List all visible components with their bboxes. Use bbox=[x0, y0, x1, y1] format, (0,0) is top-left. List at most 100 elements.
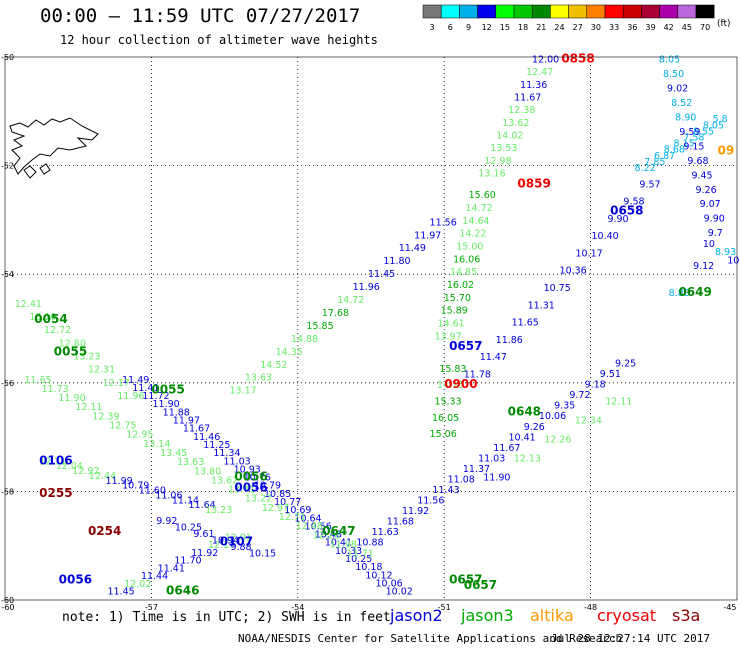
wave-height-value: 10.25 bbox=[345, 554, 372, 565]
wave-height-value: 11.90 bbox=[483, 473, 510, 484]
wave-height-value: 8.68 bbox=[664, 145, 685, 156]
wave-height-value: 12.34 bbox=[575, 416, 602, 427]
scale-label: 15 bbox=[500, 23, 510, 32]
wave-height-value: 9.59 bbox=[679, 127, 700, 138]
wave-height-value: 14.72 bbox=[337, 295, 364, 306]
pass-time-label: 0649 bbox=[678, 285, 711, 299]
y-tick-label: -54 bbox=[1, 270, 14, 279]
coastline-islands bbox=[9, 117, 99, 179]
footer-note: note: 1) Time is in UTC; 2) SWH is in fe… bbox=[62, 610, 391, 625]
wave-height-value: 12.71 bbox=[279, 512, 306, 523]
wave-height-value: 11.64 bbox=[188, 500, 215, 511]
wave-height-value: 13.97 bbox=[434, 331, 461, 342]
wave-height-value: 10.41 bbox=[509, 432, 536, 443]
wave-height-value: 13.23 bbox=[205, 505, 232, 516]
wave-height-value: 9.12 bbox=[693, 261, 714, 272]
wave-height-value: 10.64 bbox=[294, 513, 321, 524]
wave-height-value: 11.67 bbox=[514, 92, 541, 103]
scale-swatch bbox=[659, 4, 679, 19]
wave-height-value: 10.17 bbox=[576, 248, 603, 259]
wave-height-value: 11.65 bbox=[512, 318, 539, 329]
wave-height-value: 9.07 bbox=[700, 199, 721, 210]
wave-height-value: 16.06 bbox=[453, 254, 480, 265]
y-tick-label: -50 bbox=[1, 53, 14, 62]
wave-height-value: 11.49 bbox=[399, 243, 426, 254]
wave-height-value: 11.70 bbox=[174, 556, 201, 567]
footer-credit: NOAA/NESDIS Center for Satellite Applica… bbox=[238, 632, 623, 645]
scale-swatch bbox=[622, 4, 642, 19]
wave-height-value: 12.92 bbox=[72, 466, 99, 477]
wave-height-value: 13.63 bbox=[245, 373, 272, 384]
wave-height-value: 11.60 bbox=[139, 486, 166, 497]
wave-height-value: 15.06 bbox=[430, 429, 457, 440]
pass-time-label: 0254 bbox=[88, 524, 121, 538]
wave-height-value: 9.26 bbox=[524, 422, 545, 433]
wave-height-value: 9.92 bbox=[156, 516, 177, 527]
wave-height-value: 12.26 bbox=[313, 530, 340, 541]
wave-height-value: 11.86 bbox=[496, 335, 523, 346]
pass-time-label: 0647 bbox=[322, 524, 355, 538]
wave-height-value: 9.61 bbox=[193, 529, 214, 540]
wave-height-value: 11.56 bbox=[417, 496, 444, 507]
wave-height-value: 9.02 bbox=[667, 83, 688, 94]
wave-height-value: 12.72 bbox=[44, 325, 71, 336]
chart-subtitle: 12 hour collection of altimeter wave hei… bbox=[60, 33, 378, 47]
wave-height-value: 12.98 bbox=[484, 156, 511, 167]
wave-height-value: 10 bbox=[703, 239, 715, 250]
wave-height-value: 12.41 bbox=[15, 299, 42, 310]
wave-height-value: 15.33 bbox=[434, 397, 461, 408]
wave-height-value: 11.08 bbox=[448, 474, 475, 485]
wave-height-value: 11.96 bbox=[117, 391, 144, 402]
scale-swatch bbox=[495, 4, 515, 19]
wave-height-value: 12.97 bbox=[262, 503, 289, 514]
scale-label: 33 bbox=[609, 23, 619, 32]
wave-height-value: 10.77 bbox=[274, 497, 301, 508]
wave-height-value: 8.22 bbox=[635, 163, 656, 174]
scale-unit-label: (ft) bbox=[717, 19, 731, 29]
legend-s3a: s3a bbox=[672, 606, 701, 625]
wave-height-value: 10.06 bbox=[539, 411, 566, 422]
wave-height-value: 11.88 bbox=[163, 407, 190, 418]
scale-label: 9 bbox=[466, 23, 471, 32]
wave-height-value: 14.02 bbox=[496, 130, 523, 141]
wave-height-value: 12.39 bbox=[92, 411, 119, 422]
wave-height-value: 9.25 bbox=[615, 359, 636, 370]
wave-height-value: 13.10 bbox=[29, 312, 56, 323]
scale-label: 27 bbox=[573, 23, 583, 32]
wave-height-value: 13.22 bbox=[245, 494, 272, 505]
wave-height-value: 13.17 bbox=[229, 386, 256, 397]
scale-label: 70 bbox=[700, 23, 710, 32]
wave-height-value: 12.80 bbox=[59, 338, 86, 349]
wave-height-value: 10.41 bbox=[325, 538, 352, 549]
wave-height-value: 11.90 bbox=[58, 393, 85, 404]
wave-height-value: 11.43 bbox=[432, 485, 459, 496]
wave-height-value: 8.88 bbox=[669, 288, 690, 299]
pass-time-label: 0657 bbox=[449, 339, 482, 353]
y-tick-label: -52 bbox=[1, 162, 14, 171]
wave-height-value: 16.02 bbox=[447, 280, 474, 291]
wave-height-value: 15.00 bbox=[456, 242, 483, 253]
scale-swatch bbox=[440, 4, 460, 19]
wave-height-value: 12.71 bbox=[39, 456, 66, 467]
wave-height-value: 10.75 bbox=[544, 283, 571, 294]
wave-height-value: 11.45 bbox=[107, 587, 134, 598]
wave-height-value: 11.72 bbox=[142, 391, 169, 402]
scale-label: 39 bbox=[645, 23, 655, 32]
wave-height-value: 13.14 bbox=[143, 439, 170, 450]
scale-swatch bbox=[677, 4, 697, 19]
wave-height-value: 14.15 bbox=[437, 380, 464, 391]
scale-swatch bbox=[695, 4, 715, 19]
wave-height-value: 8.05 bbox=[659, 54, 680, 65]
pass-time-label: 0056 bbox=[234, 470, 267, 484]
wave-height-value: 11.03 bbox=[478, 453, 505, 464]
wave-height-value: 10.48 bbox=[315, 530, 342, 541]
wave-height-value: 14.22 bbox=[459, 229, 486, 240]
wave-height-value: 11.97 bbox=[414, 230, 441, 241]
wave-height-value: 10.93 bbox=[234, 464, 261, 475]
footer-timestamp: Jul 28 12:27:14 UTC 2017 bbox=[551, 632, 710, 645]
wave-height-value: 11.46 bbox=[193, 432, 220, 443]
pass-time-label: 0056 bbox=[59, 573, 92, 587]
wave-height-value: 8.52 bbox=[671, 98, 692, 109]
pass-time-label: 0055 bbox=[54, 345, 87, 359]
pass-time-label: 0858 bbox=[561, 51, 594, 65]
